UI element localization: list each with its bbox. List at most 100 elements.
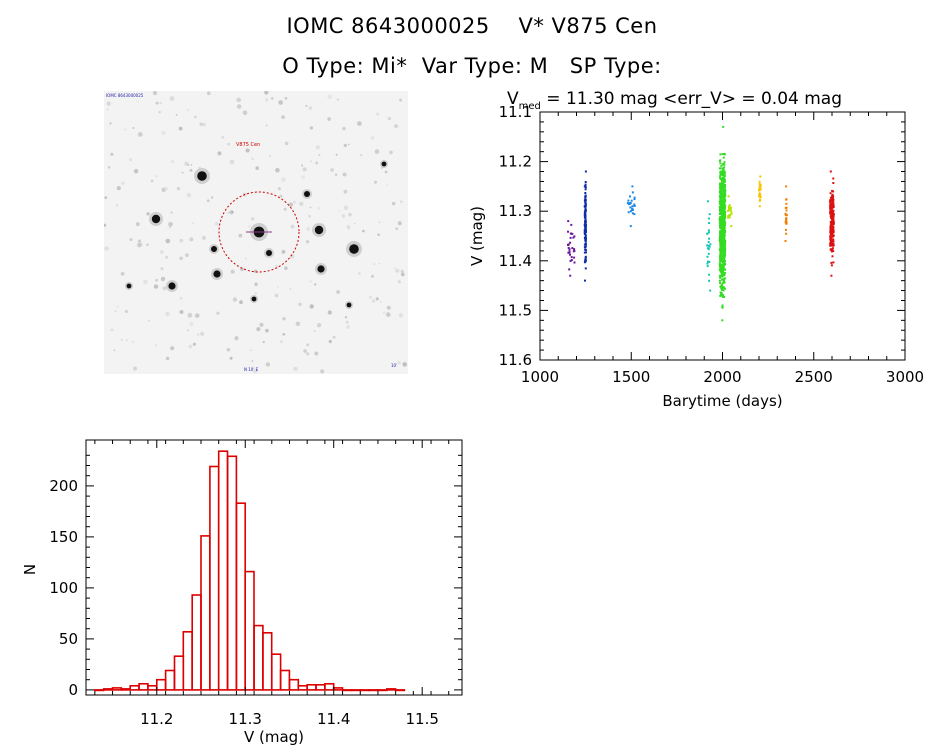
lc-point-epoch-9 — [830, 230, 833, 233]
lc-point-epoch-5 — [722, 252, 725, 255]
lc-point-epoch-5 — [724, 249, 727, 252]
lc-point-epoch-5 — [721, 274, 724, 277]
finder-star-bright — [314, 225, 324, 235]
finder-star — [269, 155, 271, 157]
lc-point-epoch-9 — [831, 194, 834, 197]
finder-star — [165, 255, 169, 259]
lc-point-epoch-3 — [631, 185, 634, 188]
finder-star — [158, 111, 161, 114]
histogram-bar — [191, 594, 202, 691]
finder-star — [153, 284, 159, 289]
finder-star-bright — [126, 283, 132, 289]
lc-point-epoch-4 — [708, 261, 711, 263]
lc-point-epoch-8 — [784, 212, 787, 215]
finder-star — [250, 349, 253, 352]
finder-star — [332, 335, 336, 339]
lc-point-epoch-9 — [829, 220, 832, 223]
lc-point-epoch-5 — [719, 245, 722, 248]
finder-star — [191, 222, 194, 225]
lc-point-epoch-5 — [719, 190, 722, 193]
lc-point-epoch-3 — [629, 195, 631, 198]
histogram-bar — [147, 684, 158, 691]
finder-star — [137, 239, 141, 243]
histogram-bar — [209, 465, 220, 691]
lc-point-epoch-5 — [721, 255, 724, 258]
lc-point-epoch-6 — [728, 206, 731, 209]
lc-point-epoch-1 — [569, 253, 571, 256]
histogram-y-label: N — [21, 564, 39, 575]
lc-point-epoch-7 — [759, 186, 762, 189]
lc-point-epoch-2 — [584, 192, 587, 194]
finder-star — [242, 110, 248, 116]
lc-point-epoch-7 — [758, 205, 761, 208]
lc-point-epoch-9 — [832, 217, 835, 220]
lc-point-epoch-9 — [832, 220, 835, 223]
histogram-bar — [164, 669, 176, 691]
lc-point-epoch-5 — [723, 263, 726, 266]
lc-point-epoch-1 — [570, 223, 573, 226]
lc-point-epoch-5 — [720, 236, 723, 239]
finder-star — [155, 101, 159, 105]
lc-point-epoch-2 — [584, 279, 586, 282]
finder-star — [170, 159, 175, 164]
histogram-bar — [306, 683, 317, 691]
finder-star — [277, 286, 279, 288]
finder-star — [107, 166, 111, 169]
finder-star — [378, 262, 381, 265]
lc-point-epoch-5 — [723, 172, 726, 175]
finder-star — [124, 128, 127, 131]
finder-star — [189, 237, 194, 242]
finder-star — [374, 180, 377, 184]
lc-point-epoch-9 — [829, 207, 832, 209]
lc-point-epoch-4 — [707, 252, 710, 255]
finder-star — [280, 340, 283, 344]
lc-point-epoch-5 — [723, 272, 726, 275]
finder-star — [176, 187, 180, 191]
lc-point-epoch-3 — [631, 207, 634, 210]
finder-star — [386, 305, 391, 310]
lc-point-epoch-5 — [721, 185, 724, 188]
histogram-bar — [156, 678, 167, 691]
lc-point-epoch-1 — [568, 251, 571, 254]
finder-star — [121, 181, 125, 185]
finder-star — [397, 221, 402, 226]
finder-star — [370, 136, 375, 140]
lc-point-epoch-8 — [785, 217, 788, 220]
lc-point-epoch-7 — [758, 199, 761, 202]
finder-star — [308, 106, 313, 110]
lc-point-epoch-5 — [722, 262, 725, 265]
lc-point-epoch-5 — [721, 278, 723, 281]
lc-point-epoch-2 — [584, 220, 587, 223]
lc-point-epoch-5 — [723, 242, 726, 245]
finder-star — [282, 317, 286, 321]
lc-point-epoch-5 — [719, 232, 722, 235]
lc-point-epoch-2 — [584, 199, 587, 202]
lc-point-epoch-5 — [721, 167, 724, 170]
lc-point-epoch-5 — [722, 235, 725, 238]
lc-point-epoch-5 — [719, 275, 722, 278]
lc-point-epoch-5 — [718, 221, 721, 224]
lc-point-epoch-9 — [830, 261, 833, 264]
lc-point-epoch-5 — [721, 209, 724, 212]
hy-tick-label: 50 — [59, 630, 78, 648]
finder-star — [262, 341, 265, 344]
lc-point-epoch-6 — [727, 195, 730, 198]
finder-star — [192, 342, 196, 346]
finder-star — [178, 126, 183, 131]
finder-star — [343, 205, 349, 211]
lc-point-epoch-9 — [830, 213, 833, 216]
lc-point-epoch-5 — [722, 237, 725, 240]
finder-star — [378, 221, 381, 224]
finder-star — [116, 186, 121, 191]
lc-point-epoch-5 — [718, 183, 721, 186]
lc-point-epoch-9 — [832, 209, 835, 212]
lc-point-epoch-1 — [569, 260, 572, 262]
finder-star — [353, 222, 356, 225]
finder-star — [186, 329, 189, 332]
light-curve-x-label: Barytime (days) — [662, 392, 782, 410]
lc-point-epoch-5 — [722, 281, 725, 284]
lc-point-epoch-9 — [831, 206, 834, 209]
lc-point-epoch-8 — [785, 228, 787, 231]
lc-point-epoch-4 — [706, 232, 709, 235]
lc-point-epoch-5 — [719, 178, 722, 180]
